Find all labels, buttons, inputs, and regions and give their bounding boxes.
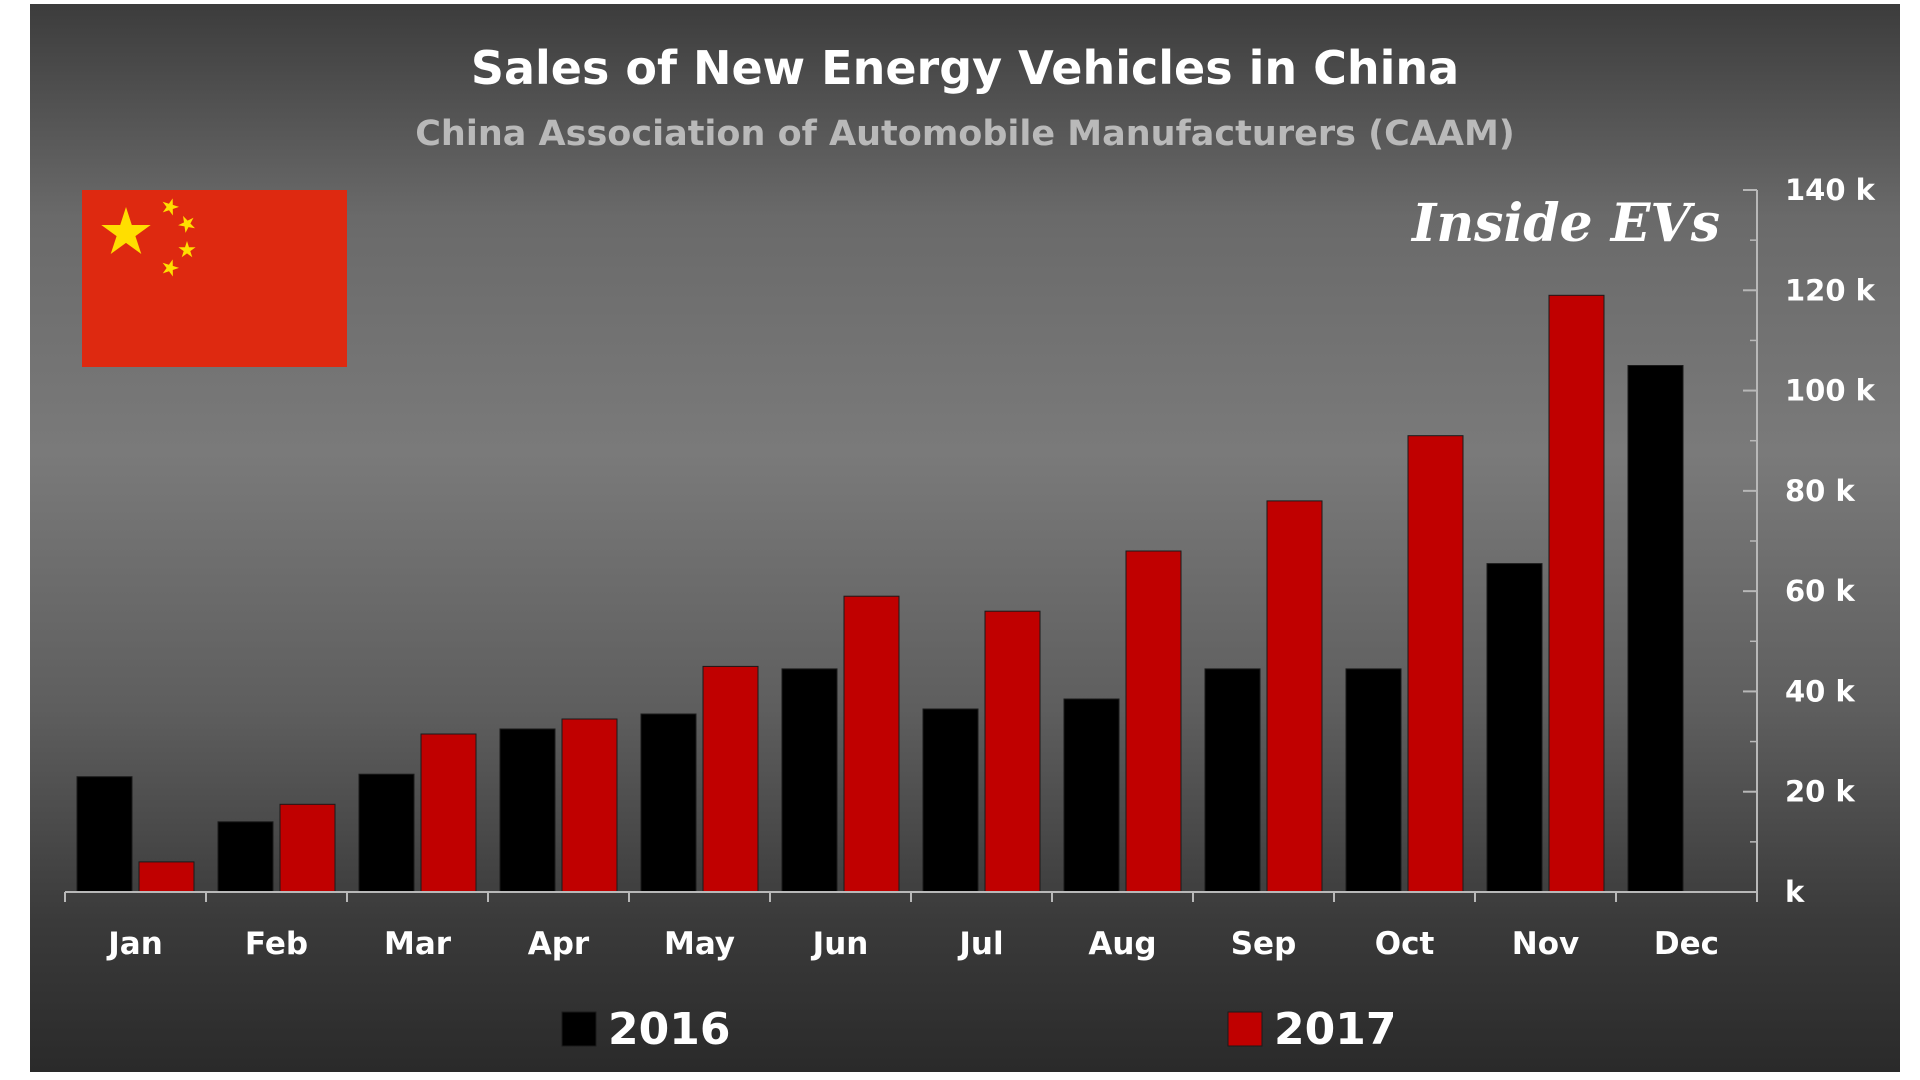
- legend-label-2017: 2017: [1274, 1004, 1396, 1055]
- flag-star-small: [178, 215, 195, 233]
- x-tick-label-Dec: Dec: [1654, 926, 1719, 962]
- legend-swatch-2017: [1227, 1011, 1263, 1047]
- x-tick-label-Apr: Apr: [528, 926, 590, 962]
- x-tick-label-Mar: Mar: [384, 926, 452, 962]
- bar-2017-Feb: [279, 803, 336, 893]
- bar-2016-Oct: [1345, 668, 1402, 893]
- flag-star-small: [162, 198, 179, 216]
- bar-2017-Oct: [1407, 435, 1464, 893]
- y-tick-label: 80 k: [1785, 474, 1855, 508]
- flag-star-small: [162, 259, 179, 277]
- bar-2016-Jul: [922, 708, 979, 893]
- bar-2017-Aug: [1125, 550, 1182, 893]
- bar-2016-Aug: [1063, 698, 1120, 893]
- flag-star-large: [101, 207, 151, 254]
- flag-field: [82, 190, 347, 367]
- bar-2017-Jul: [984, 610, 1041, 893]
- x-tick-label-Feb: Feb: [245, 926, 308, 962]
- bar-2017-May: [702, 665, 759, 893]
- legend-label-2016: 2016: [608, 1004, 730, 1055]
- x-tick-label-Aug: Aug: [1088, 926, 1156, 962]
- y-tick-label: k: [1785, 875, 1805, 909]
- x-tick-label-Jun: Jun: [811, 926, 869, 962]
- x-tick-label-Nov: Nov: [1512, 926, 1579, 962]
- x-axis: Jan Feb Mar Apr May Jun Jul Aug Sep Oct Nov Dec: [64, 891, 1758, 962]
- y-tick-label: 20 k: [1785, 775, 1855, 809]
- bar-2017-Nov: [1548, 294, 1605, 893]
- x-tick-label-Sep: Sep: [1231, 926, 1297, 962]
- x-tick-label-Jan: Jan: [106, 926, 163, 962]
- bar-2016-Sep: [1204, 668, 1261, 893]
- china-flag-icon: [82, 190, 347, 367]
- chart-frame: Sales of New Energy Vehicles in China Ch…: [30, 4, 1900, 1072]
- bar-2016-Jan: [76, 776, 133, 893]
- bar-2016-Feb: [217, 821, 274, 893]
- legend-swatch-2016: [561, 1011, 597, 1047]
- bar-2016-Apr: [499, 728, 556, 893]
- bar-2016-May: [640, 713, 697, 893]
- bar-2017-Apr: [561, 718, 618, 893]
- y-tick-label: 140 k: [1785, 173, 1876, 207]
- y-tick-label: 120 k: [1785, 273, 1876, 307]
- bar-2017-Mar: [420, 733, 477, 893]
- bar-2016-Jun: [781, 668, 838, 893]
- y-tick-label: 60 k: [1785, 574, 1855, 608]
- legend: 2016 2017: [561, 1004, 1396, 1055]
- chart-subtitle: China Association of Automobile Manufact…: [415, 114, 1515, 154]
- chart-title: Sales of New Energy Vehicles in China: [471, 41, 1459, 95]
- y-tick-label: 100 k: [1785, 374, 1876, 408]
- bar-2017-Jan: [138, 861, 195, 893]
- bar-2016-Dec: [1627, 365, 1684, 893]
- bar-2016-Mar: [358, 773, 415, 893]
- chart-svg: Sales of New Energy Vehicles in China Ch…: [64, 41, 1876, 1055]
- plot-area: [76, 294, 1684, 893]
- y-tick-label: 40 k: [1785, 674, 1855, 708]
- watermark-logo: Inside EVs: [1410, 193, 1720, 254]
- x-tick-label-Jul: Jul: [957, 926, 1003, 962]
- bar-2017-Sep: [1266, 500, 1323, 893]
- y-axis: k 20 k 40 k 60 k 80 k 100 k 120 k 140 k: [1743, 173, 1876, 909]
- flag-star-small: [178, 241, 196, 258]
- bar-2016-Nov: [1486, 563, 1543, 893]
- x-tick-label-May: May: [664, 926, 735, 962]
- x-tick-label-Oct: Oct: [1375, 926, 1435, 962]
- bar-2017-Jun: [843, 595, 900, 893]
